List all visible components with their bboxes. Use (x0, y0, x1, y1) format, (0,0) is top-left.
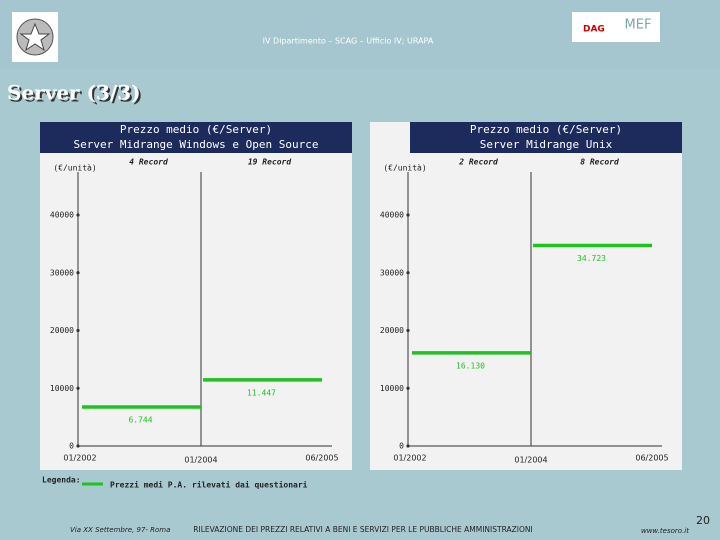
y-tick-label: 20000 (50, 326, 74, 335)
y-tick (406, 444, 410, 448)
footer-center: RILEVAZIONE DEI PREZZI RELATIVI A BENI E… (193, 525, 532, 534)
y-tick (406, 328, 410, 333)
value-label: 6.744 (128, 416, 152, 425)
x-tick-label: 01/2004 (184, 456, 217, 465)
chart-title: Prezzo medio (€/Server) (470, 123, 622, 136)
y-tick-label: 30000 (380, 268, 404, 277)
footer-site: www.tesoro.it (641, 527, 689, 535)
y-tick-label: 10000 (50, 384, 74, 393)
logo-dag: DAG (583, 25, 605, 35)
y-tick (406, 271, 410, 275)
y-tick (76, 444, 80, 448)
chart-header (410, 122, 682, 153)
y-tick (406, 386, 410, 390)
title-shadow: Server (3/3) (9, 83, 143, 107)
value-label: 16.130 (456, 361, 485, 370)
y-tick (76, 271, 80, 275)
y-tick-label: 30000 (50, 268, 74, 277)
header-text: IV Dipartimento – SCAG – Ufficio IV; URA… (263, 37, 434, 46)
y-tick-label: 0 (69, 442, 74, 451)
y-tick-label: 40000 (50, 211, 74, 220)
y-tick (76, 328, 80, 333)
logo-box (572, 12, 660, 42)
emblem-star-shape (19, 22, 51, 52)
y-axis-label: (€/unità) (383, 164, 426, 173)
record-count: 4 Record (129, 158, 168, 167)
x-tick-label: 06/2005 (635, 454, 668, 463)
y-tick-label: 0 (399, 442, 404, 451)
y-tick-label: 20000 (380, 326, 404, 335)
x-tick-label: 01/2004 (514, 456, 547, 465)
y-tick (76, 213, 80, 217)
x-tick-label: 06/2005 (305, 454, 338, 463)
y-tick (76, 386, 80, 390)
logo-mef: MEF (625, 18, 652, 33)
y-tick (406, 213, 410, 217)
record-count: 8 Record (580, 158, 619, 167)
record-count: 2 Record (458, 158, 498, 167)
page-number: 20 (696, 514, 710, 527)
chart-subtitle: Server Midrange Windows e Open Source (73, 138, 318, 151)
slide-title: Server (3/3) (7, 81, 141, 105)
chart-subtitle: Server Midrange Unix (480, 138, 613, 151)
x-tick-label: 01/2002 (63, 454, 96, 463)
chart-header (40, 122, 352, 153)
y-tick-label: 40000 (380, 211, 404, 220)
value-label: 34.723 (577, 254, 606, 263)
record-count: 19 Record (248, 158, 292, 167)
chart-title: Prezzo medio (€/Server) (120, 123, 272, 136)
chart-panel (40, 122, 352, 470)
legend-entry: Prezzi medi P.A. rilevati dai questionar… (110, 480, 308, 490)
x-tick-label: 01/2002 (393, 454, 426, 463)
chart-panel (370, 122, 682, 470)
legend-label: Legenda: (42, 476, 81, 485)
y-axis-label: (€/unità) (53, 164, 96, 173)
footer-address: Via XX Settembre, 97- Roma (70, 526, 170, 534)
value-label: 11.447 (247, 388, 276, 397)
y-tick-label: 10000 (380, 384, 404, 393)
